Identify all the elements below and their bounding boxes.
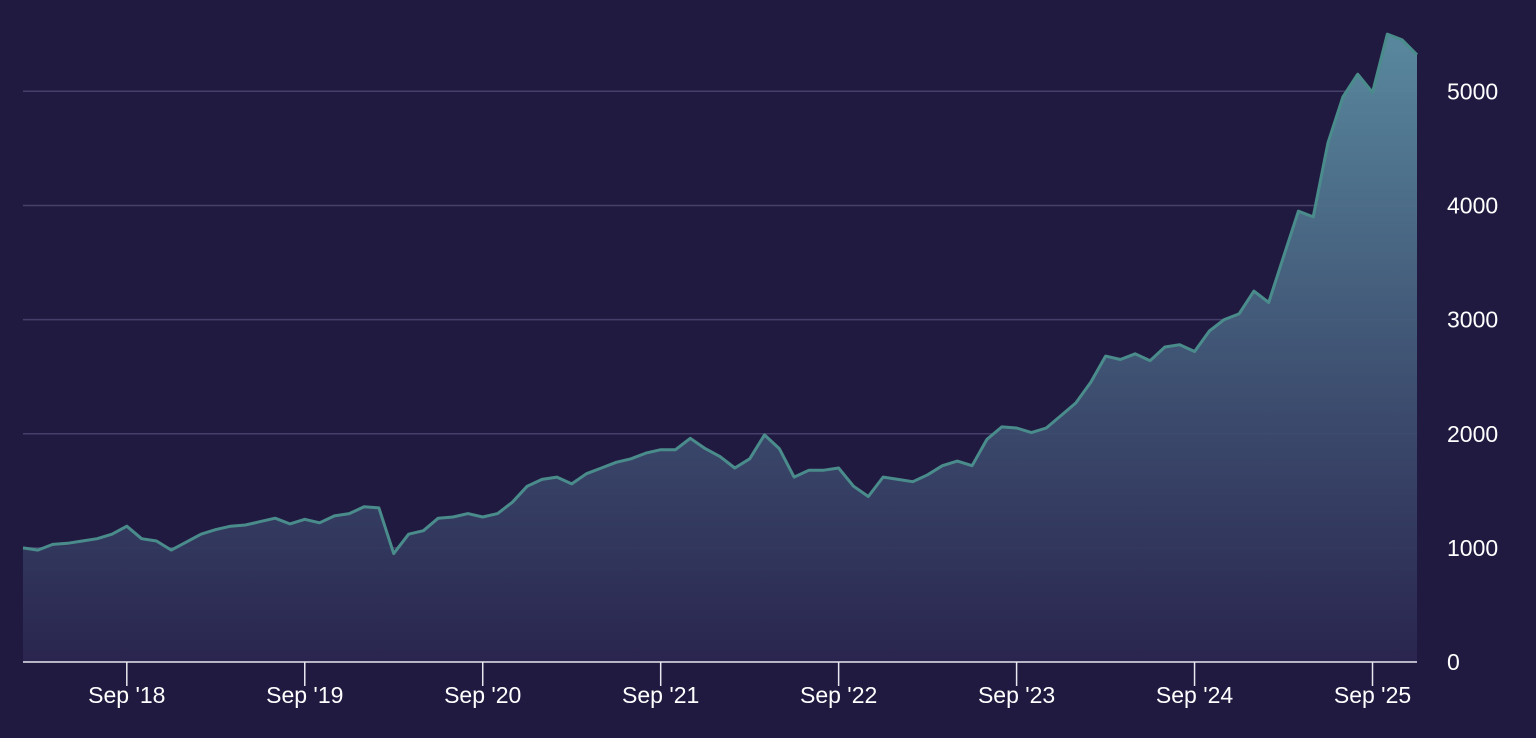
y-tick-label: 2000 bbox=[1447, 421, 1498, 447]
y-tick-label: 1000 bbox=[1447, 535, 1498, 561]
x-tick-label: Sep '20 bbox=[444, 682, 521, 708]
x-tick-label: Sep '22 bbox=[800, 682, 877, 708]
area-line bbox=[22, 32, 1419, 556]
x-tick-label: Sep '21 bbox=[622, 682, 699, 708]
x-tick-label: Sep '23 bbox=[978, 682, 1055, 708]
area-fill bbox=[23, 34, 1417, 662]
y-tick-label: 5000 bbox=[1447, 78, 1498, 104]
x-tick-label: Sep '25 bbox=[1334, 682, 1411, 708]
y-tick-label: 4000 bbox=[1447, 193, 1498, 219]
x-tick-label: Sep '24 bbox=[1156, 682, 1233, 708]
y-tick-label: 0 bbox=[1447, 649, 1460, 675]
y-tick-label: 3000 bbox=[1447, 307, 1498, 333]
x-tick-label: Sep '19 bbox=[266, 682, 343, 708]
x-tick-label: Sep '18 bbox=[88, 682, 165, 708]
